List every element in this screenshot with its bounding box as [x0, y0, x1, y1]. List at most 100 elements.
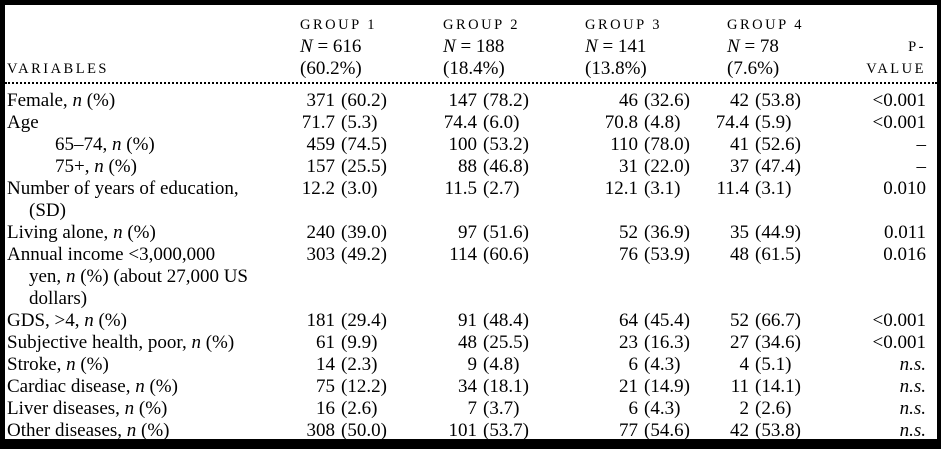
group2-cell: 147 (78.2) [431, 90, 583, 112]
cell-count: 48 [730, 244, 749, 265]
row-label: Living alone, n (%) [7, 222, 156, 243]
row-label: Stroke, n (%) [7, 354, 109, 375]
cell-count: 31 [619, 156, 638, 177]
cell-count: 11 [730, 376, 749, 397]
row-label: Liver diseases, n (%) [7, 398, 168, 419]
group2-cell: 97 (51.6) [431, 222, 583, 244]
table-row: 75+, n (%) 157 (25.5) 88 (46.8) 31 (22.0) 3… [5, 156, 937, 178]
cell-percent: (39.0) [341, 222, 387, 243]
group3-cell: 6 (4.3) [583, 354, 712, 376]
cell-percent: (50.0) [341, 420, 387, 441]
cell-count: 75 [316, 376, 335, 397]
group2-cell: 48 (25.5) [431, 332, 583, 354]
cell-percent: (16.3) [644, 332, 690, 353]
cell-percent: (49.2) [341, 244, 387, 265]
cell-percent: (9.9) [341, 332, 378, 353]
p-value-cell: 0.010 [883, 178, 926, 199]
group4-cell: 11.4 (3.1) [712, 178, 852, 200]
cell-count: 74.4 [715, 112, 749, 133]
cell-count: 77 [619, 420, 638, 441]
cell-count: 14 [316, 354, 335, 375]
group2-cell: 9 (4.8) [431, 354, 583, 376]
cell-percent: (53.9) [644, 244, 690, 265]
p-value-cell: n.s. [899, 354, 926, 375]
cell-count: 70.8 [604, 112, 638, 133]
group3-cell: 64 (45.4) [583, 310, 712, 332]
column-header-variables: VARIABLES [7, 61, 109, 77]
group3-cell: 23 (16.3) [583, 332, 712, 354]
cell-count: 2 [739, 398, 750, 419]
row-label: GDS, >4, n (%) [7, 310, 127, 331]
table-row: Other diseases, n (%) 308 (50.0) 101 (53.7… [5, 420, 937, 441]
cell-count: 61 [316, 332, 335, 353]
group1-cell: 16 (2.6) [285, 398, 431, 420]
cell-percent: (54.6) [644, 420, 690, 441]
group4-cell: 4 (5.1) [712, 354, 852, 376]
group3-percent: (13.8%) [585, 58, 647, 79]
group1-cell: 240 (39.0) [285, 222, 431, 244]
cell-percent: (14.9) [644, 376, 690, 397]
cell-count: 52 [619, 222, 638, 243]
cell-percent: (36.9) [644, 222, 690, 243]
group3-cell: 31 (22.0) [583, 156, 712, 178]
cell-count: 16 [316, 398, 335, 419]
group2-cell: 74.4 (6.0) [431, 112, 583, 134]
group4-name: GROUP 4 [727, 17, 804, 33]
cell-percent: (5.1) [755, 354, 792, 375]
cell-count: 7 [467, 398, 478, 419]
group2-name: GROUP 2 [443, 17, 520, 33]
cell-percent: (3.1) [755, 178, 792, 199]
group2-cell: 114 (60.6) [431, 244, 583, 266]
cell-count: 46 [619, 90, 638, 111]
group4-cell: 41 (52.6) [712, 134, 852, 156]
group2-cell: 101 (53.7) [431, 420, 583, 441]
group1-cell: 157 (25.5) [285, 156, 431, 178]
cell-percent: (60.2) [341, 90, 387, 111]
table-row: Number of years of education, (SD) 12.2 (… [5, 178, 937, 222]
group3-name: GROUP 3 [585, 17, 662, 33]
cell-count: 21 [619, 376, 638, 397]
cell-percent: (18.1) [483, 376, 529, 397]
group1-percent: (60.2%) [300, 58, 362, 79]
cell-count: 147 [448, 90, 478, 111]
cell-percent: (4.3) [644, 354, 681, 375]
cell-percent: (25.5) [483, 332, 529, 353]
group4-n: N = 78 [727, 36, 779, 57]
cell-percent: (5.3) [341, 112, 378, 133]
cell-percent: (53.7) [483, 420, 529, 441]
table-row: Stroke, n (%) 14 (2.3) 9 (4.8) 6 (4.3) 4 (5.… [5, 354, 937, 376]
cell-count: 74.4 [443, 112, 477, 133]
group3-cell: 52 (36.9) [583, 222, 712, 244]
row-label: Subjective health, poor, n (%) [7, 332, 235, 353]
table-row: Subjective health, poor, n (%) 61 (9.9) 4… [5, 332, 937, 354]
row-label: Female, n (%) [7, 90, 116, 111]
cell-percent: (3.1) [644, 178, 681, 199]
p-value-cell: <0.001 [872, 310, 926, 331]
cell-count: 12.1 [604, 178, 638, 199]
cell-count: 35 [730, 222, 749, 243]
cell-count: 12.2 [301, 178, 335, 199]
group1-cell: 75 (12.2) [285, 376, 431, 398]
table-row: GDS, >4, n (%) 181 (29.4) 91 (48.4) 64 (45.… [5, 310, 937, 332]
cell-count: 114 [449, 244, 477, 265]
table-row: Living alone, n (%) 240 (39.0) 97 (51.6) 5… [5, 222, 937, 244]
cell-percent: (3.7) [483, 398, 520, 419]
cell-count: 27 [730, 332, 749, 353]
column-header-group3: GROUP 3 N = 141 (13.8%) [583, 14, 712, 80]
cell-count: 37 [730, 156, 749, 177]
cell-count: 303 [306, 244, 336, 265]
cell-percent: (4.8) [644, 112, 681, 133]
cell-percent: (66.7) [755, 310, 801, 331]
row-label: Other diseases, n (%) [7, 420, 170, 441]
group3-cell: 70.8 (4.8) [583, 112, 712, 134]
cell-count: 42 [730, 90, 749, 111]
column-header-group1: GROUP 1 N = 616 (60.2%) [285, 14, 431, 80]
group2-n: N = 188 [443, 36, 505, 57]
cell-percent: (6.0) [483, 112, 520, 133]
group4-cell: 52 (66.7) [712, 310, 852, 332]
group1-cell: 71.7 (5.3) [285, 112, 431, 134]
p-value-cell: 0.016 [883, 244, 926, 265]
group1-n: N = 616 [300, 36, 362, 57]
group4-cell: 27 (34.6) [712, 332, 852, 354]
group2-cell: 11.5 (2.7) [431, 178, 583, 200]
